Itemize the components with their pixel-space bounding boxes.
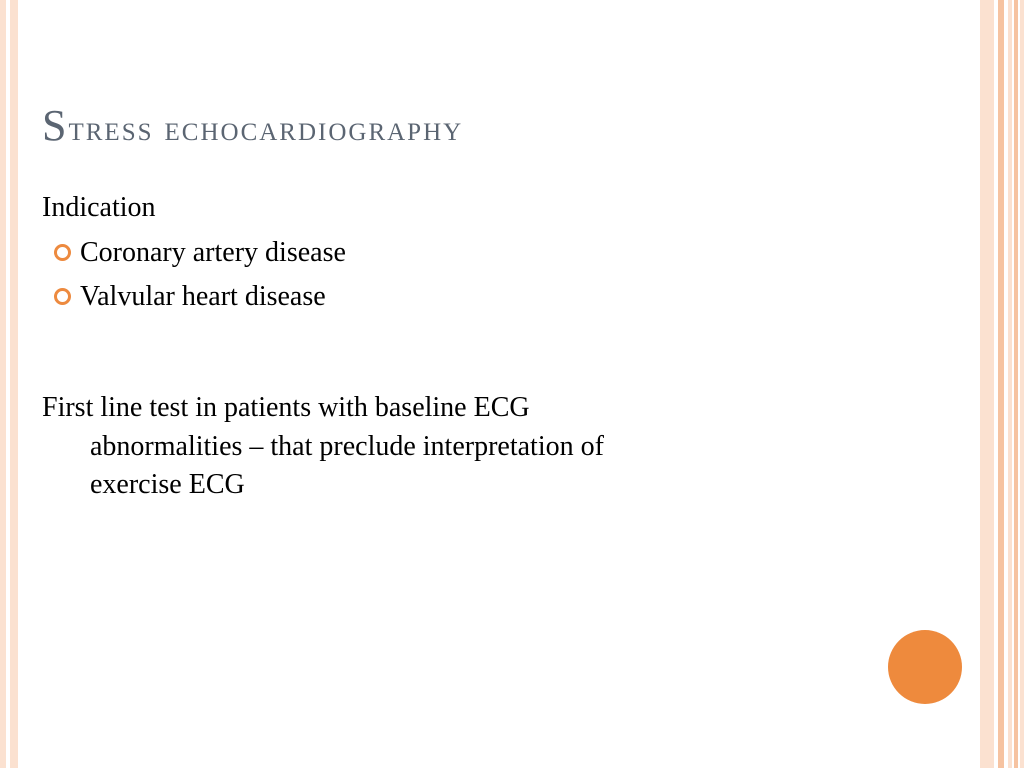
body-text: Indication Coronary artery disease Valvu… <box>42 189 964 505</box>
list-item: Valvular heart disease <box>50 278 964 317</box>
list-item: Coronary artery disease <box>50 234 964 273</box>
right-stripe-5 <box>1020 0 1024 768</box>
slide-title: Stress echocardiography <box>42 100 964 151</box>
right-border <box>980 0 1024 768</box>
left-stripe-1 <box>0 0 6 768</box>
title-rest: tress echocardiography <box>68 108 463 148</box>
paragraph-line: abnormalities – that preclude interpreta… <box>42 428 964 467</box>
paragraph: First line test in patients with baselin… <box>42 389 964 505</box>
left-stripe-2 <box>10 0 18 768</box>
title-first-letter: S <box>42 101 68 150</box>
right-stripe-1 <box>980 0 994 768</box>
right-stripe-2 <box>998 0 1004 768</box>
bullet-list: Coronary artery disease Valvular heart d… <box>50 234 964 317</box>
decorative-circle-icon <box>888 630 962 704</box>
slide-content: Stress echocardiography Indication Coron… <box>42 100 964 505</box>
paragraph-line: exercise ECG <box>42 466 964 505</box>
right-stripe-4 <box>1014 0 1018 768</box>
left-border <box>0 0 20 768</box>
paragraph-line: First line test in patients with baselin… <box>42 392 530 423</box>
right-stripe-3 <box>1008 0 1012 768</box>
subheading: Indication <box>42 189 964 228</box>
